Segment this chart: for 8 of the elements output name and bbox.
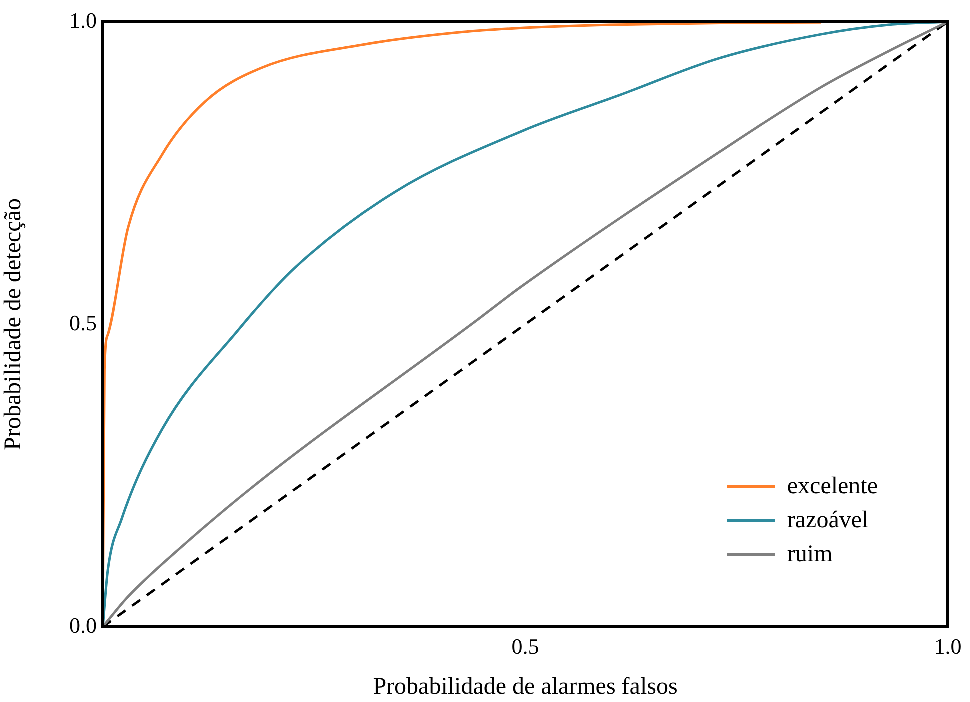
x-axis-title: Probabilidade de alarmes falsos [373, 674, 678, 700]
y-axis-title: Probabilidade de detecção [0, 198, 27, 450]
y-tick-label: 1.0 [70, 8, 97, 33]
y-tick-label: 0.0 [70, 612, 97, 638]
legend-label: ruim [787, 541, 834, 568]
legend-label: razoável [787, 507, 870, 534]
legend-label: excelente [787, 473, 878, 500]
y-tick-label: 0.5 [70, 310, 97, 336]
